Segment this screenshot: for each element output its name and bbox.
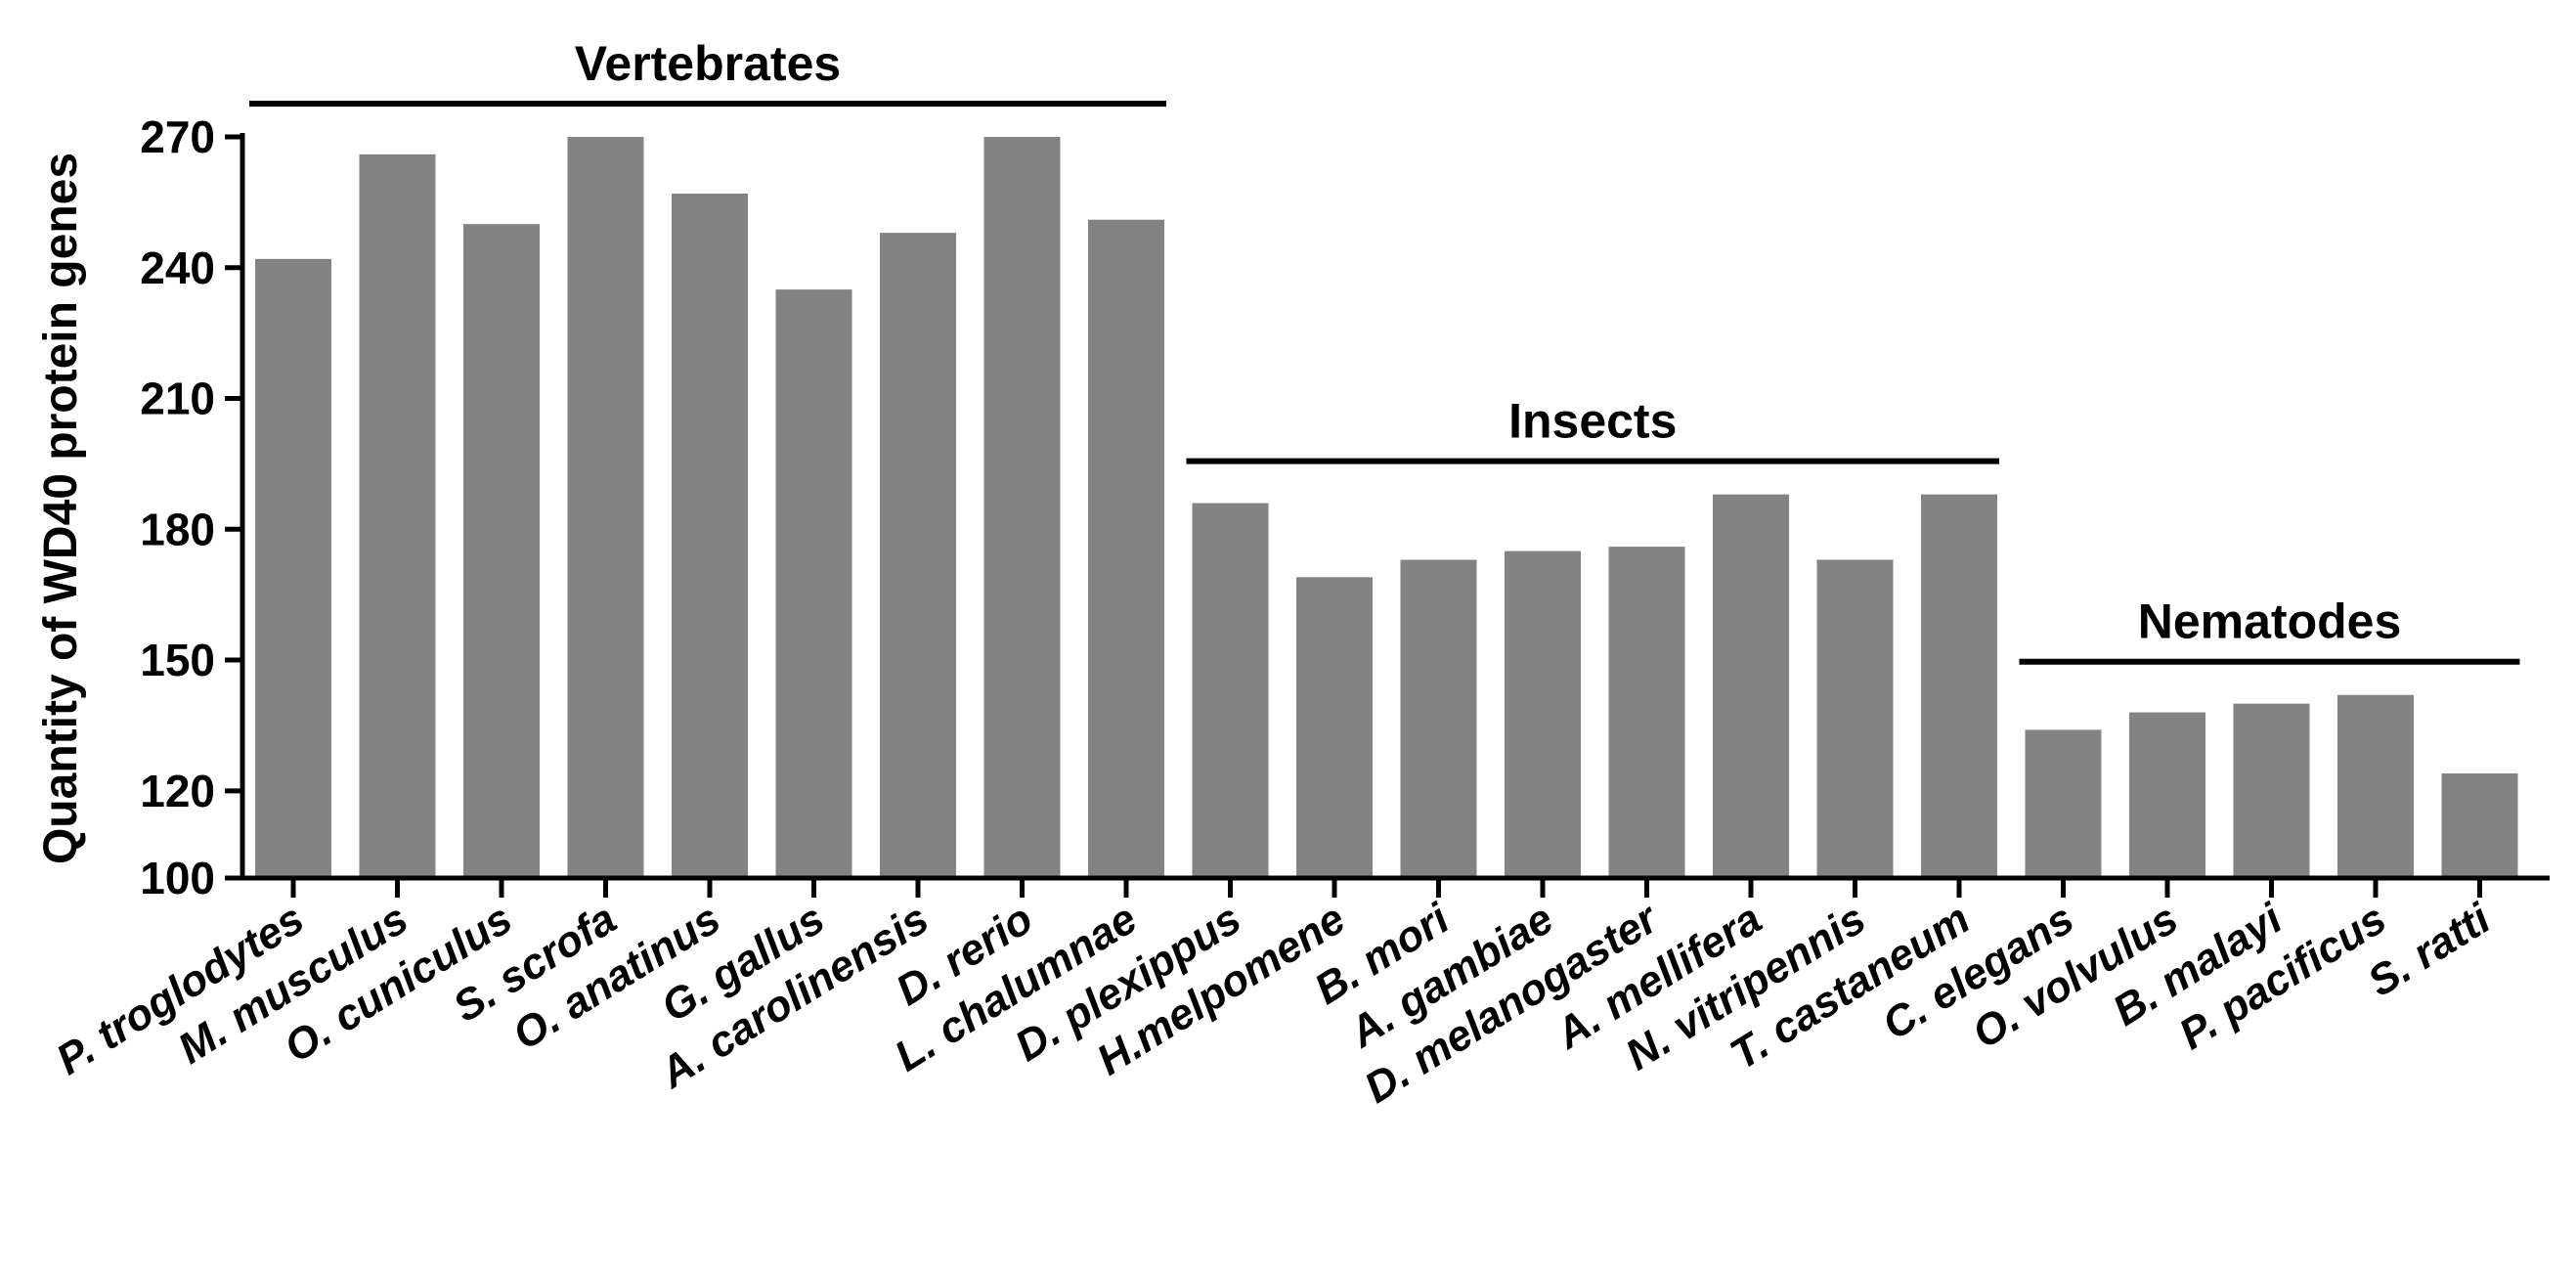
y-tick-label: 100: [140, 853, 215, 903]
bar-l-chalumnae: [1088, 219, 1164, 878]
y-tick-label: 120: [140, 766, 215, 816]
bar-s-scrofa: [567, 137, 644, 878]
group-label-vertebrates: Vertebrates: [575, 36, 841, 91]
bar-p-troglodytes: [255, 258, 331, 878]
bar-o-volvulus: [2129, 712, 2205, 878]
bar-d-plexippus: [1192, 503, 1269, 878]
bar-a-gambiae: [1505, 550, 1581, 878]
y-axis-label: Quantity of WD40 protein genes: [35, 153, 87, 864]
x-tick-label-s-ratti: S. ratti: [2360, 895, 2500, 1007]
y-tick-label: 210: [140, 374, 215, 424]
bar-d-rerio: [983, 137, 1061, 878]
bar-s-ratti: [2441, 772, 2518, 878]
bar-b-malayi: [2233, 703, 2310, 878]
bar-n-vitripennis: [1816, 559, 1894, 878]
group-label-nematodes: Nematodes: [2138, 594, 2402, 649]
bar-o-anatinus: [672, 193, 748, 878]
axes-layer: 100 120 150 180 210 240 270: [140, 111, 2550, 903]
bars-layer: [255, 137, 2518, 879]
bar-o-cuniculus: [463, 224, 540, 879]
group-brackets-layer: Vertebrates Insects Nematodes: [249, 36, 2520, 665]
bar-a-mellifera: [1713, 494, 1789, 878]
bar-g-gallus: [775, 289, 852, 878]
y-tick-label: 240: [140, 242, 215, 293]
y-tick-label: 150: [140, 635, 215, 685]
bar-c-elegans: [2025, 729, 2102, 878]
bar-t-castaneum: [1921, 494, 1997, 878]
bar-m-musculus: [359, 154, 436, 878]
group-label-insects: Insects: [1508, 394, 1677, 449]
bar-p-pacificus: [2337, 694, 2414, 878]
bar-b-mori: [1400, 559, 1477, 878]
bar-h-melpomene: [1296, 577, 1373, 878]
y-tick-label: 270: [140, 111, 215, 162]
bar-d-melanogaster: [1608, 547, 1685, 878]
bar-a-carolinensis: [880, 233, 956, 878]
y-tick-label: 180: [140, 504, 215, 554]
